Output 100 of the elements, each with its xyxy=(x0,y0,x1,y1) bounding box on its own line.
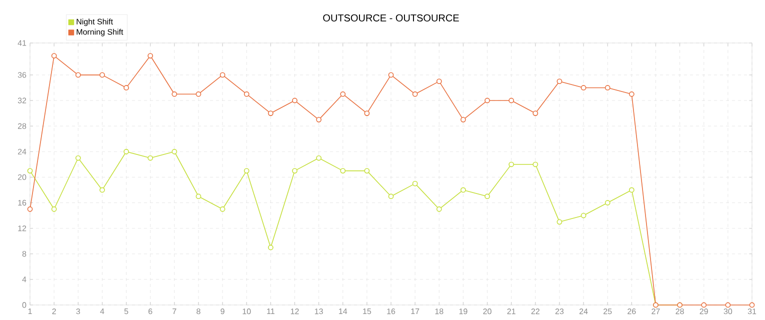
chart-title: OUTSOURCE - OUTSOURCE xyxy=(323,14,459,22)
x-tick-label: 11 xyxy=(267,308,274,314)
point xyxy=(460,116,466,122)
x-tick-label: 3 xyxy=(76,308,80,314)
x-tick-label: 8 xyxy=(196,308,200,314)
point xyxy=(75,72,81,78)
y-tick-label: 28 xyxy=(18,123,26,129)
x-tick-label: 22 xyxy=(531,308,540,314)
point xyxy=(484,98,490,104)
point xyxy=(340,91,346,97)
y-tick-label: 0 xyxy=(22,302,26,308)
x-tick-label: 21 xyxy=(507,308,516,314)
x-tick-label: 16 xyxy=(387,308,396,314)
y-tick-label: 16 xyxy=(18,200,26,206)
x-tick-label: 24 xyxy=(579,308,588,314)
y-tick-label: 12 xyxy=(18,226,26,232)
point xyxy=(220,206,226,212)
point xyxy=(51,206,57,212)
point xyxy=(364,168,370,174)
x-tick-label: 1 xyxy=(28,308,32,314)
point xyxy=(124,148,129,154)
point xyxy=(604,200,610,206)
point xyxy=(51,53,57,58)
point xyxy=(412,180,418,186)
x-tick-label: 12 xyxy=(290,308,299,314)
point xyxy=(196,91,202,97)
point xyxy=(100,72,105,78)
x-tick-label: 17 xyxy=(411,308,420,314)
point xyxy=(388,72,394,78)
x-tick-label: 15 xyxy=(363,308,372,314)
point xyxy=(244,91,250,97)
point xyxy=(100,187,105,193)
x-tick-label: 14 xyxy=(339,308,348,314)
point xyxy=(484,194,490,200)
point xyxy=(148,53,154,58)
point xyxy=(316,116,322,122)
y-tick-label: 24 xyxy=(18,148,26,154)
point xyxy=(460,187,466,193)
x-tick-label: 28 xyxy=(676,308,684,314)
point xyxy=(75,155,81,161)
point xyxy=(749,302,755,308)
x-tick-label: 31 xyxy=(748,308,756,314)
point xyxy=(532,162,538,168)
y-tick-label: 41 xyxy=(18,40,26,46)
point xyxy=(292,168,298,174)
point xyxy=(27,168,33,174)
point xyxy=(436,78,442,84)
point xyxy=(268,110,274,116)
point xyxy=(244,168,250,174)
x-tick-label: 2 xyxy=(52,308,56,314)
x-tick-label: 4 xyxy=(100,308,104,314)
point xyxy=(604,85,610,90)
x-tick-label: 13 xyxy=(314,308,323,314)
point xyxy=(364,110,370,116)
x-tick-label: 19 xyxy=(459,308,468,314)
x-tick-label: 9 xyxy=(220,308,224,314)
x-tick-label: 27 xyxy=(652,308,660,314)
point xyxy=(556,219,562,225)
x-tick-label: 30 xyxy=(724,308,732,314)
point xyxy=(172,91,178,97)
point xyxy=(508,98,514,104)
point xyxy=(412,91,418,97)
point xyxy=(532,110,538,116)
x-tick-label: 7 xyxy=(172,308,176,314)
point xyxy=(628,91,634,97)
point xyxy=(124,85,129,90)
x-tick-label: 10 xyxy=(242,308,251,314)
point xyxy=(580,85,586,90)
y-tick-label: 36 xyxy=(18,72,26,78)
x-tick-label: 6 xyxy=(148,308,152,314)
y-tick-label: 32 xyxy=(18,98,26,104)
point xyxy=(556,78,562,84)
x-tick-label: 25 xyxy=(604,308,612,314)
point xyxy=(508,162,514,168)
point xyxy=(628,187,634,193)
point xyxy=(196,194,202,200)
point xyxy=(436,206,442,212)
x-tick-label: 26 xyxy=(628,308,636,314)
point xyxy=(701,302,707,308)
point xyxy=(316,155,322,161)
point xyxy=(388,194,394,200)
point xyxy=(340,168,346,174)
point xyxy=(292,98,298,104)
point xyxy=(580,212,586,218)
x-tick-label: 23 xyxy=(555,308,564,314)
point xyxy=(268,244,274,250)
x-tick-label: 20 xyxy=(483,308,492,314)
point xyxy=(27,206,33,212)
x-tick-label: 29 xyxy=(700,308,708,314)
point xyxy=(220,72,226,78)
point xyxy=(148,155,154,161)
y-tick-label: 8 xyxy=(22,251,26,257)
legend-label: Night Shift xyxy=(76,18,113,26)
y-tick-label: 4 xyxy=(22,276,26,282)
x-tick-label: 5 xyxy=(124,308,128,314)
y-tick-label: 20 xyxy=(18,174,26,180)
legend-label: Morning Shift xyxy=(76,28,124,36)
point xyxy=(172,148,178,154)
point xyxy=(725,302,731,308)
x-tick-label: 18 xyxy=(435,308,444,314)
